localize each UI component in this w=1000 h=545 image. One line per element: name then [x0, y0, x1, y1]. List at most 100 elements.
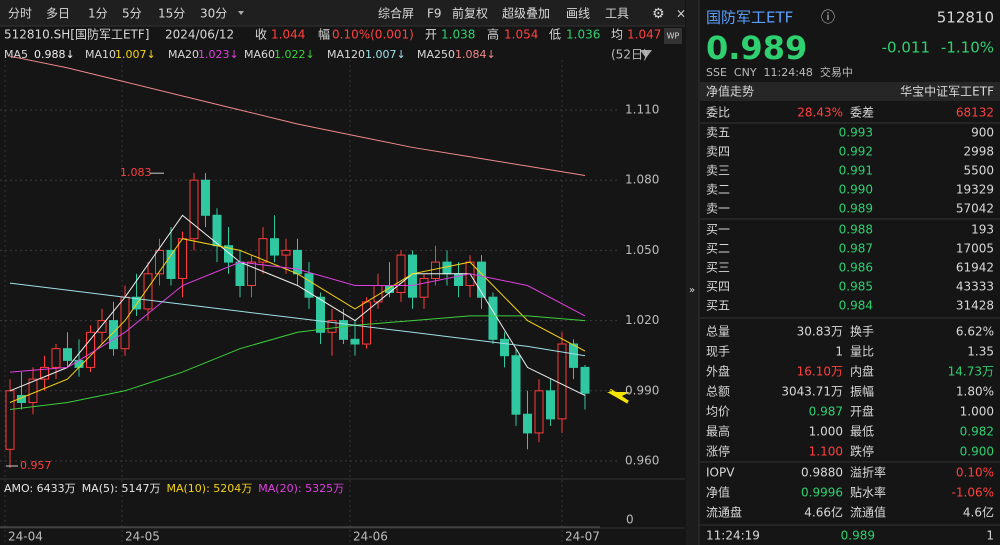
candle-body	[339, 320, 348, 340]
price: 0.989	[706, 29, 807, 67]
ma-value: 1.007↓	[115, 48, 156, 61]
splitter[interactable]	[686, 0, 699, 545]
tab[interactable]: 净值走势	[706, 84, 754, 99]
candle-body	[477, 261, 486, 298]
change: -0.011	[882, 39, 930, 57]
candle-body	[5, 390, 15, 450]
stat-value: 4.66亿	[804, 505, 843, 520]
stat-label: 外盘	[706, 364, 730, 379]
stat-value: 1.80%	[956, 385, 994, 399]
candle-body	[86, 331, 95, 368]
candle-body	[523, 413, 532, 434]
book-volume: 2998	[963, 145, 994, 159]
collapse[interactable]: »	[689, 285, 695, 296]
ma-line	[9, 238, 586, 403]
status: SSE CNY 11:24:48 交易中	[706, 65, 853, 79]
candle-body	[431, 261, 440, 279]
y-tick-label: 1.020	[625, 313, 659, 327]
book-volume: 57042	[956, 202, 994, 216]
stat-value: 1.35	[967, 345, 994, 359]
stat-value: 14.73万	[948, 365, 994, 379]
candle-body	[534, 390, 544, 434]
toolbar-button[interactable]: 前复权	[452, 6, 488, 21]
stat-label: 振幅	[850, 384, 874, 399]
field-label: 低	[549, 28, 561, 42]
stat-label: 内盘	[850, 364, 874, 379]
candle-body	[40, 366, 49, 380]
candle-body	[28, 378, 38, 404]
toolbar-tab[interactable]: 15分	[158, 7, 185, 21]
field-value: 0.10%(0.001)	[332, 28, 414, 42]
candle-body	[132, 296, 141, 310]
candle-body	[546, 390, 555, 420]
stat-label: 均价	[706, 405, 730, 419]
stat-value: 3043.71万	[781, 385, 843, 399]
candle-body	[557, 343, 567, 420]
candle-body	[488, 296, 498, 340]
stat-value: 0.987	[809, 405, 843, 419]
stat-value: 0.9880	[801, 466, 843, 480]
stat-label: 最高	[706, 424, 730, 439]
book-volume: 17005	[956, 242, 994, 256]
book-label: 买四	[706, 280, 730, 294]
amo-text: MA(20): 5325万	[258, 482, 344, 495]
stat-label: 溢折率	[850, 465, 886, 480]
stat-label: 量比	[850, 345, 874, 359]
toolbar-button[interactable]: 工具	[605, 7, 629, 21]
toolbar-button[interactable]: 超级叠加	[502, 6, 550, 21]
candle-body	[247, 261, 256, 287]
toolbar-tab[interactable]: 多日	[46, 7, 70, 21]
toolbar-button[interactable]: 综合屏	[378, 6, 414, 21]
stat-value: 1	[835, 345, 843, 359]
book-label: 卖五	[706, 126, 730, 140]
candle-body	[109, 320, 118, 350]
toolbar-button[interactable]: 画线	[566, 7, 590, 21]
date-label: 24-06	[353, 530, 388, 544]
candle-body	[281, 249, 291, 256]
ma-value: 1.084↓	[455, 48, 496, 61]
toolbar-tab[interactable]: 分时	[8, 7, 32, 21]
close-icon[interactable]: ×	[676, 7, 686, 21]
stat-value: 1.000	[960, 405, 994, 419]
toolbar-button[interactable]: F9	[427, 7, 442, 21]
date-label: 24-04	[8, 530, 43, 544]
ma-name: MA120	[327, 48, 365, 61]
candle-body	[166, 249, 176, 279]
book-price: 0.992	[839, 145, 873, 159]
book-price: 0.988	[839, 223, 873, 237]
info-icon[interactable]: ⓘ	[821, 10, 835, 26]
tick-time: 11:24:19	[706, 529, 760, 543]
candle-body	[396, 254, 406, 294]
stat-label: 换手	[850, 325, 874, 339]
field-value: 1.044	[271, 28, 305, 42]
book-price: 0.987	[839, 242, 873, 256]
tab-bar	[700, 82, 1000, 101]
dropdown[interactable]	[640, 50, 652, 58]
amo-text: MA(10): 5204万	[166, 482, 252, 495]
candle-body	[201, 179, 210, 216]
book-price: 0.985	[839, 280, 873, 294]
field-value: 1.038	[441, 28, 475, 42]
book-price: 0.984	[839, 299, 873, 313]
book-label: 卖四	[706, 145, 730, 159]
candle-body	[270, 238, 279, 256]
toolbar-tab[interactable]: 1分	[88, 7, 108, 21]
book-label: 买一	[706, 223, 730, 237]
book-label: 买三	[706, 261, 730, 275]
wp-icon[interactable]	[664, 28, 682, 44]
toolbar-tab[interactable]: 5分	[122, 7, 142, 21]
amo-text: AMO: 6433万	[4, 482, 76, 495]
y-tick-label: 1.080	[625, 173, 659, 187]
candle-body	[362, 301, 371, 345]
dropdown[interactable]	[238, 11, 244, 15]
field-label: 幅	[318, 27, 330, 42]
toolbar-tab[interactable]: 30分	[200, 7, 227, 21]
book-label: 买二	[706, 242, 730, 256]
ma-name: MA60	[244, 48, 275, 61]
settings-icon[interactable]: ⚙	[652, 6, 665, 22]
period[interactable]: (52日)	[611, 48, 648, 62]
candle-body	[500, 338, 509, 357]
value: 68132	[956, 106, 994, 120]
stat-label: IOPV	[706, 466, 735, 480]
